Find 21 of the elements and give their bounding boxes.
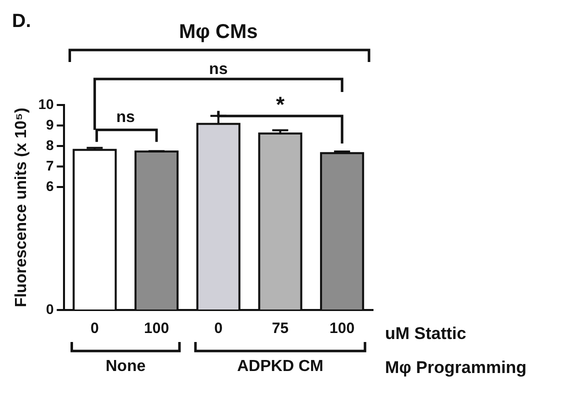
text: ADPKD CM bbox=[237, 358, 324, 375]
text: Mφ CMs bbox=[179, 21, 258, 43]
annotation: ns bbox=[116, 108, 135, 126]
y-tick-label: 8 bbox=[46, 136, 54, 153]
text: None bbox=[106, 358, 146, 375]
annotation: * bbox=[276, 92, 284, 117]
text: uM Stattic bbox=[385, 324, 466, 343]
text: Mφ Programming bbox=[385, 358, 527, 377]
x-tick-label: 0 bbox=[214, 320, 223, 338]
y-tick-label: 9 bbox=[46, 116, 54, 132]
text: ns bbox=[209, 61, 228, 78]
text: D. bbox=[12, 11, 31, 32]
x-tick-label: 0 bbox=[90, 320, 99, 338]
x-tick-label: 75 bbox=[272, 320, 289, 338]
y-tick-label: 7 bbox=[46, 157, 54, 174]
y-tick-label: 10 bbox=[38, 96, 54, 112]
y-tick-label: 6 bbox=[46, 178, 54, 194]
x-tick-label: 100 bbox=[144, 320, 170, 338]
y-tick-label: 0 bbox=[46, 300, 54, 317]
x-tick-label: 100 bbox=[330, 320, 355, 338]
y-axis-title: Fluorescence units (x 10⁵) bbox=[13, 108, 30, 308]
